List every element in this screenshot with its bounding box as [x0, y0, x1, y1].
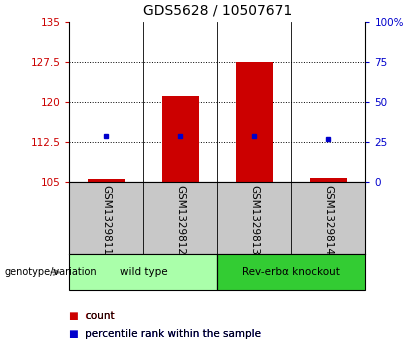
Text: percentile rank within the sample: percentile rank within the sample — [85, 329, 261, 339]
Text: genotype/variation: genotype/variation — [4, 267, 97, 277]
Bar — [162, 96, 199, 182]
Text: ■  percentile rank within the sample: ■ percentile rank within the sample — [69, 329, 261, 339]
Text: GSM1329812: GSM1329812 — [175, 185, 185, 255]
Text: GSM1329814: GSM1329814 — [323, 185, 333, 255]
Text: wild type: wild type — [120, 267, 167, 277]
Bar — [218, 254, 365, 290]
Text: ■  count: ■ count — [69, 311, 115, 321]
Bar — [88, 179, 125, 182]
Bar — [69, 254, 218, 290]
Text: GSM1329811: GSM1329811 — [101, 185, 111, 255]
Text: Rev-erbα knockout: Rev-erbα knockout — [242, 267, 340, 277]
Text: GSM1329813: GSM1329813 — [249, 185, 260, 255]
Title: GDS5628 / 10507671: GDS5628 / 10507671 — [143, 4, 292, 18]
Bar — [236, 62, 273, 182]
Bar — [310, 178, 347, 182]
Text: count: count — [85, 311, 115, 321]
